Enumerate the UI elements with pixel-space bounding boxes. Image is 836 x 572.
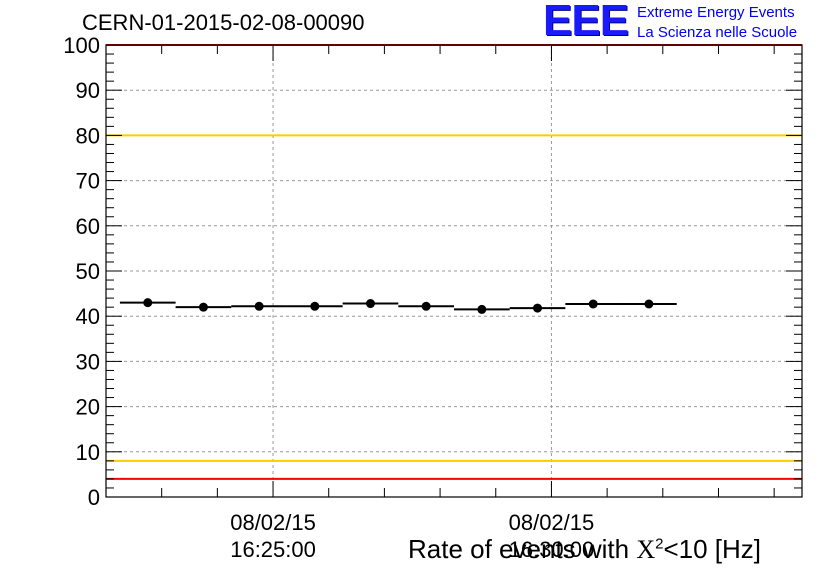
y-tick-label: 90 [76,78,100,103]
y-tick-label: 60 [76,214,100,239]
caption-power: 2 [655,535,664,553]
y-tick-label: 20 [76,395,100,420]
caption-suffix: <10 [Hz] [663,534,762,564]
y-tick-label: 100 [63,33,100,58]
data-point [254,301,264,311]
x-tick-label-time: 16:30:00 [509,537,595,562]
run-title: CERN-01-2015-02-08-00090 [82,10,365,35]
logo-mark: EEE [543,0,629,45]
axis-caption: Rate of events with X2<10 [Hz] [408,534,761,565]
x-tick-label-time: 16:25:00 [230,537,316,562]
data-point [198,302,208,312]
caption-chi: X [636,535,656,564]
data-point [421,301,431,311]
data-point [644,299,654,309]
data-point [143,298,153,308]
data-point [588,299,598,309]
data-point [365,299,375,309]
y-tick-label: 50 [76,259,100,284]
y-tick-label: 40 [76,304,100,329]
x-tick-label-date: 08/02/15 [230,510,316,535]
x-tick-label-date: 08/02/15 [509,510,595,535]
y-tick-label: 10 [76,440,100,465]
data-point [533,303,543,313]
caption-prefix: Rate of events with [408,534,637,564]
y-tick-label: 30 [76,349,100,374]
logo-line-2: La Scienza nelle Scuole [637,24,798,41]
data-point [310,301,320,311]
data-point [477,304,487,314]
y-tick-label: 80 [76,123,100,148]
y-tick-label: 0 [88,485,100,510]
logo-line-1: Extreme Energy Events [637,4,795,21]
y-tick-label: 70 [76,169,100,194]
